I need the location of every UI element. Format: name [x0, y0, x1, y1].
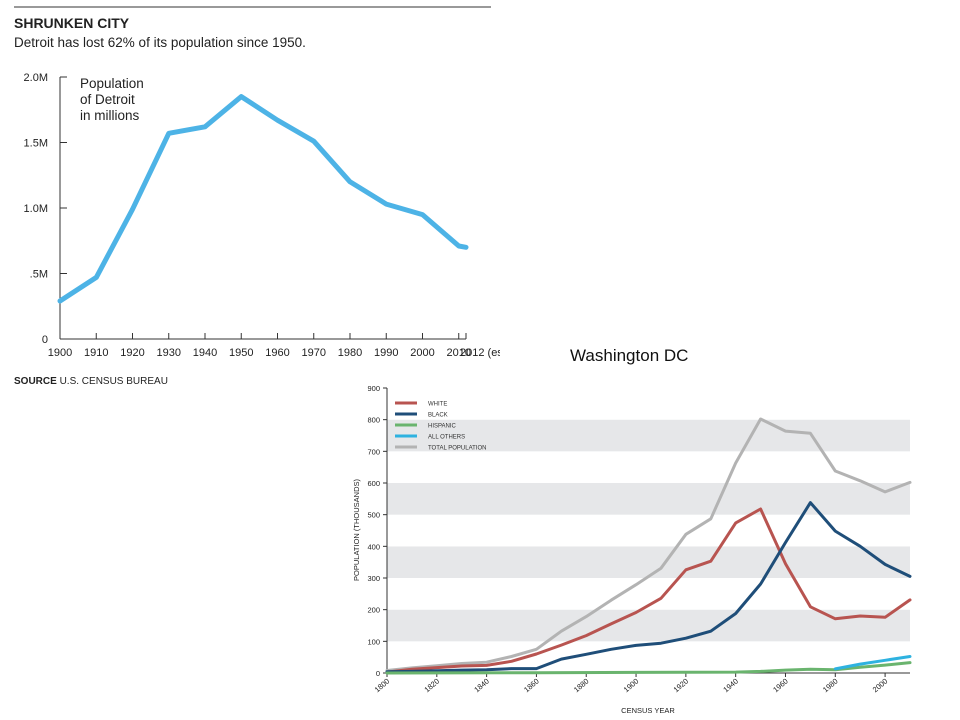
legend-label: HISPANIC [428, 424, 457, 430]
annotation-line: in millions [80, 108, 140, 123]
x-tick-label: 1970 [302, 347, 326, 359]
x-tick-label: 1920 [120, 347, 144, 359]
grid-band [387, 483, 910, 515]
x-axis-title: CENSUS YEAR [621, 706, 675, 715]
x-tick-label: 1840 [472, 677, 491, 695]
grid-band [387, 546, 910, 578]
y-tick-label: 1.0M [24, 203, 48, 215]
x-tick-label: 1880 [572, 677, 591, 695]
y-tick-label: 0 [376, 669, 380, 678]
y-tick-label: 100 [367, 637, 380, 646]
gridline-bands [387, 388, 910, 673]
x-axis: 1900 1910 1920 1930 1940 1950 1960 1970 1980 1990… [48, 333, 500, 359]
x-tick-label: 2012 (est) [460, 347, 500, 359]
x-tick-label: 1950 [229, 347, 253, 359]
legend-label: BLACK [428, 413, 448, 419]
grid-band [387, 419, 910, 452]
x-tick-label: 1990 [374, 347, 398, 359]
series-line-hispanic [385, 661, 912, 675]
series-line-black [385, 501, 912, 674]
x-tick-label: 1980 [821, 677, 840, 695]
y-tick-label: 0 [42, 334, 48, 346]
annotation-line: Population [80, 76, 144, 91]
legend-item: ALL OTHERS [395, 434, 465, 441]
grid-band [387, 514, 910, 547]
x-tick-label: 1900 [622, 677, 641, 695]
x-tick-label: 1940 [721, 677, 740, 695]
x-tick-label: 1800 [373, 677, 392, 695]
legend-label: WHITE [428, 402, 447, 408]
x-tick-label: 1820 [423, 677, 442, 695]
x-tick-label: 2000 [871, 677, 890, 695]
legend-item: BLACK [395, 412, 448, 419]
series-line-white [385, 507, 912, 674]
legend-item: HISPANIC [395, 423, 457, 430]
legend-label: TOTAL POPULATION [428, 446, 486, 452]
grid-band [387, 451, 910, 483]
chart-title: SHRUNKEN CITY [14, 15, 130, 31]
x-tick-label: 1930 [157, 347, 181, 359]
y-tick-label: 600 [367, 479, 380, 488]
y-tick-label: 300 [367, 574, 380, 583]
y-axis-title: POPULATION (THOUSANDS) [352, 479, 361, 581]
grid-band [387, 609, 910, 642]
y-tick-label: 500 [367, 511, 380, 520]
x-tick-label: 2010 [447, 347, 471, 359]
grid-band [387, 388, 910, 420]
legend-item: TOTAL POPULATION [395, 445, 486, 452]
series-line-total-population [385, 417, 912, 672]
grid-band [387, 641, 910, 673]
x-tick-label: 1920 [672, 677, 691, 695]
y-tick-label: 900 [367, 384, 380, 393]
y-tick-label: 200 [367, 606, 380, 615]
y-tick-label: 700 [367, 447, 380, 456]
y-axis: 0 .5M 1.0M 1.5M 2.0M [24, 72, 67, 346]
y-tick-label: 400 [367, 542, 380, 551]
x-tick-label: 1960 [265, 347, 289, 359]
x-axis: 1800 1820 1840 1860 1880 1900 1920 1940 1960 1980… [373, 672, 910, 695]
x-tick-label: 1940 [193, 347, 217, 359]
chart-annotation: Population of Detroit in millions [80, 76, 144, 123]
legend: WHITE BLACK HISPANIC ALL OTHERS TOTAL POPULA… [395, 401, 486, 452]
y-tick-label: 2.0M [24, 72, 48, 84]
y-tick-label: 1.5M [24, 138, 48, 150]
detroit-chart: SHRUNKEN CITY Detroit has lost 62% of it… [14, 6, 500, 387]
x-tick-label: 1980 [338, 347, 362, 359]
x-tick-label: 1910 [84, 347, 108, 359]
series-lines [385, 417, 912, 675]
washington-dc-caption: Washington DC [570, 346, 689, 365]
x-tick-label: 2000 [410, 347, 434, 359]
source-note: SOURCE U.S. CENSUS BUREAU [14, 376, 168, 387]
annotation-line: of Detroit [80, 92, 135, 107]
y-tick-label: 800 [367, 416, 380, 425]
detroit-population-line [57, 94, 469, 304]
washington-dc-chart: 0 100 200 300 400 500 600 700 800 900 1800 1820 184… [352, 384, 912, 715]
y-axis: 0 100 200 300 400 500 600 700 800 900 [367, 384, 388, 678]
chart-subtitle: Detroit has lost 62% of its population s… [14, 35, 306, 50]
y-tick-label: .5M [30, 269, 48, 281]
legend-item: WHITE [395, 401, 447, 408]
series-line-all-others [833, 655, 912, 671]
x-tick-label: 1860 [522, 677, 541, 695]
x-tick-label: 1900 [48, 347, 72, 359]
x-tick-label: 1960 [771, 677, 790, 695]
legend-label: ALL OTHERS [428, 435, 465, 441]
